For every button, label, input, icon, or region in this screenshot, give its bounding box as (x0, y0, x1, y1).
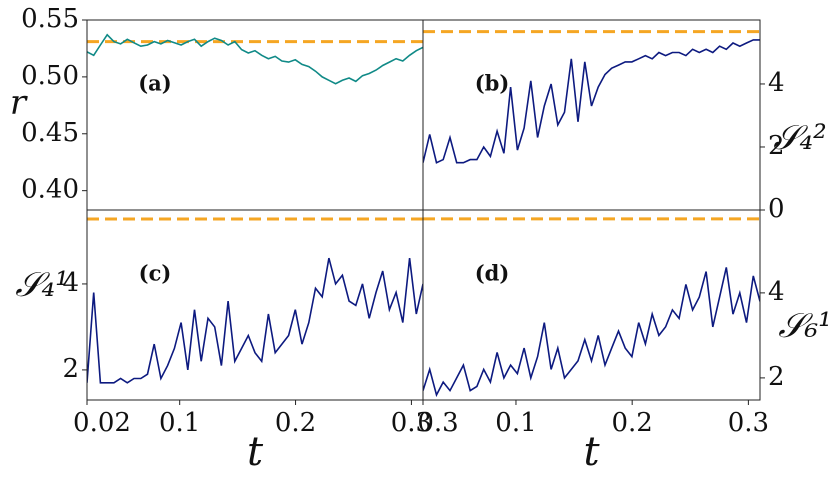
panel-label: (b) (475, 71, 510, 96)
x-tick-label: 0.1 (159, 408, 200, 438)
y-tick-label: 4 (768, 68, 785, 98)
y-tick-label: 2 (768, 362, 785, 392)
y-axis-label: 𝒮₄² (773, 118, 827, 158)
x-tick-label: 0.2 (275, 408, 316, 438)
x-axis-label: t (583, 429, 600, 475)
y-axis-label: 𝒮₄¹ (15, 265, 69, 305)
panel-label: (c) (139, 261, 172, 286)
data-line (87, 257, 423, 384)
y-tick-label: 2 (62, 354, 79, 384)
panel-label: (d) (475, 261, 510, 286)
data-line (423, 267, 760, 398)
y-axis-label: 𝒮₆¹ (778, 306, 830, 346)
y-tick-label: 4 (768, 277, 785, 307)
panel-frame (86, 19, 424, 211)
x-axis-label: t (247, 429, 264, 475)
y-tick-label: 4 (62, 268, 79, 298)
y-tick-label: 0 (768, 194, 785, 224)
data-line (423, 39, 760, 164)
x-tick-label: 0.3 (728, 408, 769, 438)
y-axis-label: r (10, 83, 28, 123)
data-line (87, 33, 423, 85)
panel-frame (422, 209, 761, 401)
x-tick-label: 0.3 (417, 408, 458, 438)
y-tick-label: 0.40 (21, 175, 79, 205)
x-tick-label: 0.1 (495, 408, 536, 438)
y-tick-label: 0.55 (21, 4, 79, 34)
x-tick-label: 0.02 (73, 408, 131, 438)
x-tick-label: 0.2 (611, 408, 652, 438)
panel-frame (422, 19, 761, 211)
y-tick-label: 2 (768, 131, 785, 161)
panel-label: (a) (138, 71, 171, 96)
y-tick-label: 0.50 (21, 61, 79, 91)
x-tick-label: 0.3 (391, 408, 432, 438)
y-tick-label: 0.45 (21, 118, 79, 148)
